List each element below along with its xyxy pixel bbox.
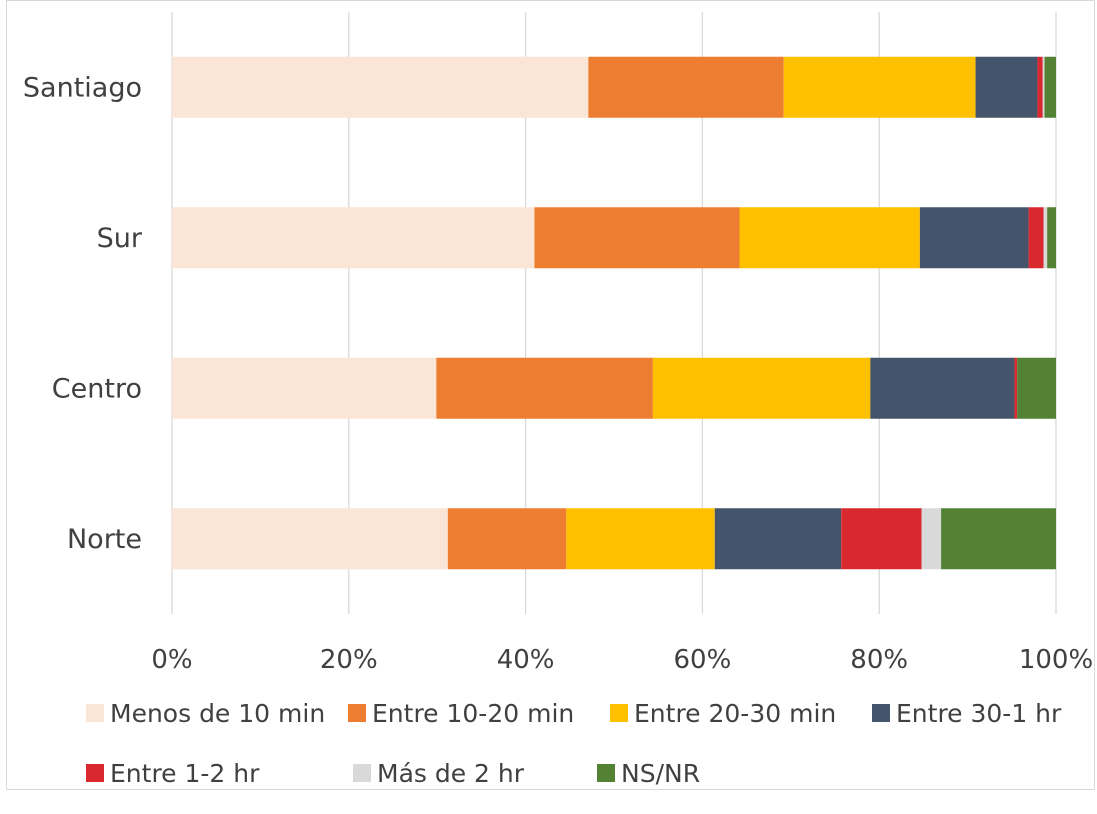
- legend-swatch: [86, 764, 104, 782]
- bar-segment: [1043, 207, 1048, 269]
- y-category-label: Norte: [67, 524, 142, 555]
- bar-segment: [172, 56, 589, 118]
- bar-segment: [172, 207, 535, 269]
- bar-segment: [783, 56, 976, 118]
- legend-row: Entre 1-2 hr Más de 2 hr NS/NR: [86, 754, 1086, 792]
- legend-swatch: [872, 704, 890, 722]
- bar-segment: [1017, 357, 1056, 419]
- legend-item: Entre 20-30 min: [610, 699, 872, 728]
- bar-segment: [566, 508, 715, 570]
- legend-item: Más de 2 hr: [353, 759, 597, 788]
- legend-swatch: [86, 704, 104, 722]
- legend-label: NS/NR: [621, 758, 701, 788]
- bar-segment: [1028, 207, 1044, 269]
- bar-segment: [1037, 56, 1043, 118]
- bar-segment: [921, 508, 942, 570]
- legend-label: Entre 30-1 hr: [896, 698, 1062, 728]
- bar-segment: [919, 207, 1029, 269]
- bar-segment: [447, 508, 567, 570]
- bar-segment: [652, 357, 871, 419]
- legend-label: Entre 10-20 min: [372, 698, 575, 728]
- bar-segment: [841, 508, 922, 570]
- x-tick-label: 20%: [320, 645, 378, 675]
- y-category-label: Santiago: [23, 72, 142, 103]
- y-category-label: Centro: [52, 373, 142, 404]
- y-category-label: Sur: [97, 223, 143, 254]
- legend-swatch: [597, 764, 615, 782]
- legend-label: Entre 20-30 min: [634, 698, 837, 728]
- legend-swatch: [348, 704, 366, 722]
- legend-item: NS/NR: [597, 759, 700, 788]
- x-tick-label: 80%: [850, 645, 908, 675]
- legend-swatch: [353, 764, 371, 782]
- bar-segment: [739, 207, 920, 269]
- x-tick-label: 40%: [497, 645, 555, 675]
- bar-segment: [1042, 56, 1045, 118]
- x-tick-label: 100%: [1019, 645, 1093, 675]
- legend-item: Menos de 10 min: [86, 699, 348, 728]
- legend-item: Entre 10-20 min: [348, 699, 610, 728]
- bar-segment: [1044, 56, 1056, 118]
- legend-item: Entre 1-2 hr: [86, 759, 353, 788]
- legend-label: Menos de 10 min: [110, 698, 326, 728]
- bar-segment: [588, 56, 784, 118]
- bar-segment: [436, 357, 653, 419]
- legend-row: Menos de 10 min Entre 10-20 min Entre 20…: [86, 694, 1086, 732]
- bar-segment: [714, 508, 842, 570]
- bar-segment: [941, 508, 1056, 570]
- bar-segment: [534, 207, 740, 269]
- bar-segment: [975, 56, 1038, 118]
- bar-segment: [172, 508, 448, 570]
- bar-segment: [1047, 207, 1056, 269]
- bar-segment: [1014, 357, 1018, 419]
- legend-swatch: [610, 704, 628, 722]
- legend: Menos de 10 min Entre 10-20 min Entre 20…: [86, 694, 1086, 814]
- legend-label: Entre 1-2 hr: [110, 758, 260, 788]
- x-tick-label: 60%: [674, 645, 732, 675]
- bar-segment: [870, 357, 1015, 419]
- legend-item: Entre 30-1 hr: [872, 699, 1061, 728]
- legend-label: Más de 2 hr: [377, 758, 525, 788]
- bar-segment: [172, 357, 437, 419]
- stacked-bar-chart: 0% 20% 40% 60% 80% 100% Santiago Sur Centro Norte: [23, 12, 1093, 675]
- x-tick-label: 0%: [151, 645, 192, 675]
